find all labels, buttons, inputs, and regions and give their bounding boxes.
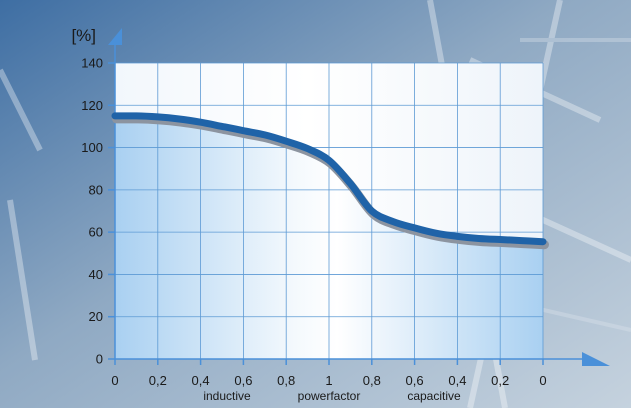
x-group-label-powerfactor: powerfactor: [298, 389, 361, 403]
y-tick-label: 0: [96, 352, 103, 367]
x-tick-labels: 0 0,2 0,4 0,6 0,8 1 0,8 0,6 0,4 0,2 0: [111, 359, 547, 388]
y-axis-label: [%]: [71, 26, 96, 45]
y-tick-label: 60: [89, 225, 103, 240]
x-group-label-inductive: inductive: [203, 389, 251, 403]
x-tick-label: 0,2: [491, 373, 509, 388]
x-tick-label: 1: [325, 373, 332, 388]
y-tick-label: 100: [81, 140, 103, 155]
x-tick-label: 0: [539, 373, 546, 388]
y-axis-arrow-icon: [108, 28, 122, 45]
y-tick-label: 120: [81, 98, 103, 113]
x-tick-label: 0,2: [149, 373, 167, 388]
x-tick-label: 0,6: [406, 373, 424, 388]
x-axis-arrow-icon: [582, 352, 610, 366]
y-tick-label: 80: [89, 182, 103, 197]
y-tick-label: 20: [89, 309, 103, 324]
x-tick-label: 0,6: [234, 373, 252, 388]
x-group-label-capacitive: capacitive: [407, 389, 461, 403]
x-tick-label: 0,8: [363, 373, 381, 388]
y-tick-labels: 0 20 40 60 80 100 120 140: [81, 56, 115, 367]
x-tick-label: 0,4: [192, 373, 210, 388]
x-tick-label: 0,8: [277, 373, 295, 388]
y-tick-label: 40: [89, 267, 103, 282]
axes: [108, 28, 610, 366]
x-tick-label: 0,4: [448, 373, 466, 388]
x-tick-label: 0: [111, 373, 118, 388]
grid: [115, 62, 544, 359]
y-tick-label: 140: [81, 56, 103, 71]
series-line: [111, 112, 547, 246]
